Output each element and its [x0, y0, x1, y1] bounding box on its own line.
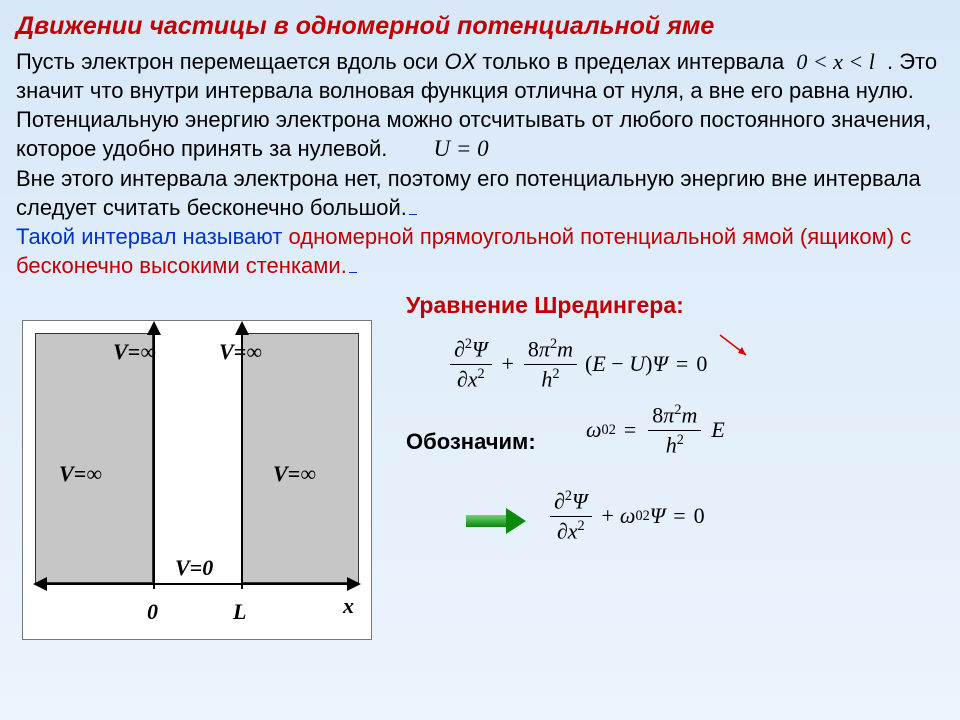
eq1-h: h [541, 366, 552, 391]
denote-label: Обозначим: [406, 429, 586, 455]
result-row: ∂2Ψ ∂x2 + ω02 Ψ = 0 [406, 489, 944, 553]
x-axis-arrow-right-icon [347, 577, 361, 591]
eq3-d: ∂ [554, 488, 565, 513]
y-axis-right-arrow-icon [235, 321, 249, 335]
equation-2: ω02 = 8π2m h2 E [586, 403, 725, 457]
label-vinf-right: V=∞ [273, 461, 316, 487]
eq1-8: 8 [528, 336, 539, 361]
eq1-d: ∂ [454, 336, 465, 361]
eq1-sup1: 2 [465, 336, 472, 352]
red-arrow-icon [716, 331, 756, 361]
eq1-sup2: 2 [477, 366, 484, 382]
label-vinf-top-right: V=∞ [219, 339, 262, 365]
wall-left [35, 333, 153, 583]
eq3-plus: + [602, 503, 614, 529]
potential-well-diagram: V=∞ V=∞ V=∞ V=∞ V=0 0 L x [22, 320, 372, 640]
eq2-m: m [681, 402, 697, 427]
eq1-E: E [592, 351, 605, 376]
tick-zero [153, 577, 155, 589]
eq2-eq: = [624, 417, 636, 443]
eq1-frac2: 8π2m h2 [524, 337, 577, 391]
eq1-pi: π [539, 336, 550, 361]
footnote-mark-2 [349, 272, 357, 273]
schrodinger-heading: Уравнение Шредингера: [406, 292, 944, 319]
eq3-omega: ω [620, 503, 636, 529]
eq1-psi1: Ψ [472, 336, 487, 361]
u-equals-zero: U = 0 [393, 136, 488, 161]
interval-formula: 0 < x < l [790, 49, 881, 74]
label-vzero: V=0 [175, 555, 213, 581]
eq1-psi2: Ψ [652, 351, 667, 376]
label-vinf-left: V=∞ [59, 461, 102, 487]
diagram-column: V=∞ V=∞ V=∞ V=∞ V=0 0 L x [16, 290, 396, 640]
wall-right [241, 333, 359, 583]
eq3-frac: ∂2Ψ ∂x2 [550, 489, 592, 543]
eq2-sub: 0 [602, 422, 609, 439]
eq2-sup1: 2 [609, 422, 616, 439]
eq3-psi2: Ψ [650, 503, 665, 529]
p1-b: только в пределах интервала [476, 49, 790, 74]
page-title: Движении частицы в одномерной потенциаль… [16, 10, 944, 43]
eq1-plus: + [502, 351, 514, 377]
label-zero: 0 [147, 599, 158, 625]
lower-section: V=∞ V=∞ V=∞ V=∞ V=0 0 L x Уравнение Шред… [16, 290, 944, 640]
y-axis-left-arrow-icon [147, 321, 161, 335]
eq3-sup2: 2 [577, 518, 584, 534]
eq1-U: U [629, 351, 645, 376]
eq1-sup4: 2 [552, 366, 559, 382]
footnote-mark-1 [409, 214, 417, 215]
eq2-omega: ω [586, 417, 602, 443]
eq1-zero: 0 [696, 351, 707, 377]
eq2-8: 8 [652, 402, 663, 427]
eq3-eq: = [673, 503, 685, 529]
p1-ox: OX [444, 49, 476, 74]
paragraph-1: Пусть электрон перемещается вдоль оси OX… [16, 47, 944, 164]
label-x: x [343, 593, 354, 619]
eq3-d2: ∂ [557, 518, 568, 543]
eq3-sub: 0 [635, 508, 642, 525]
eq1-m: m [557, 336, 573, 361]
eq2-E: E [711, 417, 724, 443]
eq3-sup1: 2 [565, 488, 572, 504]
tick-L [241, 577, 243, 589]
eq2-h: h [666, 432, 677, 457]
p2-text: Вне этого интервала электрона нет, поэто… [16, 166, 921, 220]
x-axis-arrow-left-icon [33, 577, 47, 591]
eq3-sup3: 2 [643, 508, 650, 525]
eq3-psi1: Ψ [572, 488, 587, 513]
green-arrow-icon [466, 510, 526, 532]
label-L: L [233, 599, 246, 625]
math-column: Уравнение Шредингера: ∂2Ψ ∂x2 + 8π2m h2 … [396, 290, 944, 640]
eq2-frac: 8π2m h2 [648, 403, 701, 457]
eq2-sup3: 2 [677, 432, 684, 448]
paragraph-3: Такой интервал называют одномерной прямо… [16, 222, 944, 280]
p3-a: Такой интервал называют [16, 224, 288, 249]
equation-3: ∂2Ψ ∂x2 + ω02 Ψ = 0 [546, 489, 705, 543]
paragraph-2: Вне этого интервала электрона нет, поэто… [16, 164, 944, 222]
eq1-frac1: ∂2Ψ ∂x2 [450, 337, 492, 391]
label-vinf-top-left: V=∞ [113, 339, 156, 365]
eq2-pi: π [663, 402, 674, 427]
eq3-zero: 0 [694, 503, 705, 529]
equation-1: ∂2Ψ ∂x2 + 8π2m h2 (E − U)Ψ = 0 [406, 337, 944, 391]
p1-a: Пусть электрон перемещается вдоль оси [16, 49, 444, 74]
eq1-d2: ∂ [457, 366, 468, 391]
denote-row: Обозначим: ω02 = 8π2m h2 E [406, 403, 944, 467]
eq1-eq: = [676, 351, 688, 377]
x-axis [35, 583, 359, 585]
